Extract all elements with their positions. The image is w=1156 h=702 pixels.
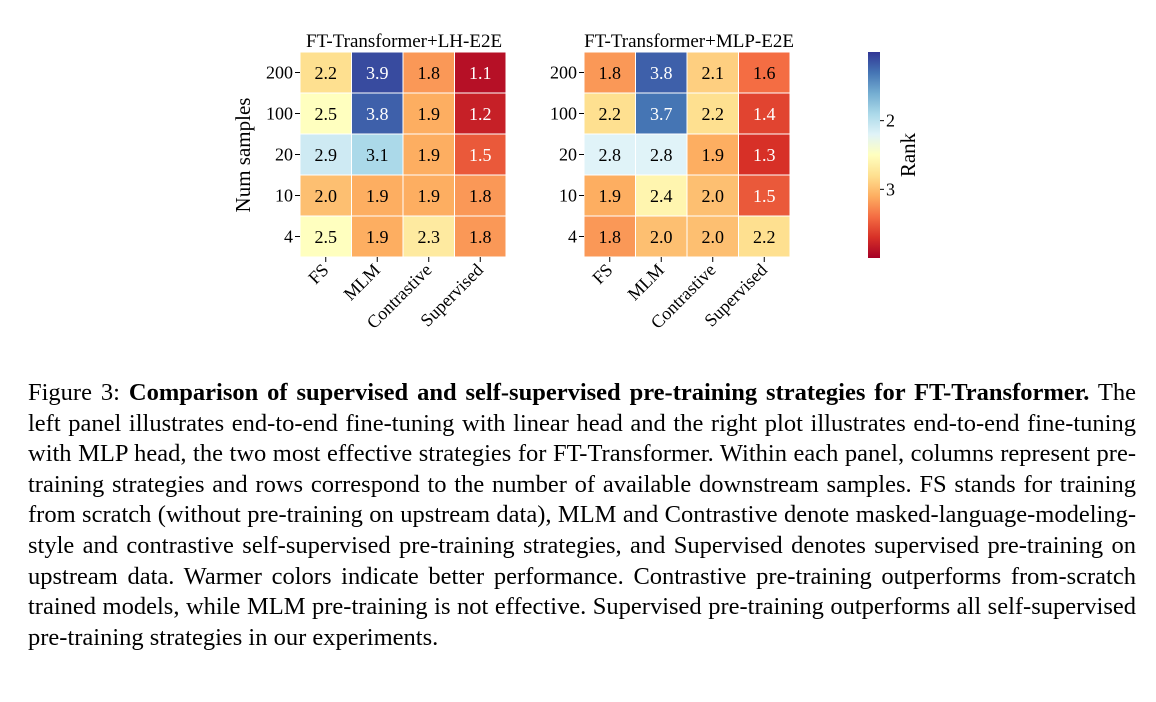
figure-caption: Figure 3: Comparison of supervised and s… <box>28 378 1136 653</box>
right-cell <box>635 215 688 258</box>
left-cell <box>454 133 507 176</box>
right-cell-value: 2.2 <box>599 104 622 124</box>
caption-text: The left panel illustrates end-to-end fi… <box>28 379 1136 651</box>
caption-bold: Comparison of supervised and self-superv… <box>128 379 1090 406</box>
colorbar <box>868 52 880 258</box>
right-cell-value: 3.7 <box>650 104 673 124</box>
colorbar-tick-label: 2 <box>886 111 895 131</box>
right-cell-value: 2.1 <box>702 63 725 83</box>
left-cell-value: 3.9 <box>366 63 389 83</box>
right-cell-value: 1.9 <box>599 186 622 206</box>
left-cell-value: 1.9 <box>418 145 441 165</box>
left-cell <box>402 215 455 258</box>
left-col-label: MLM <box>340 260 385 305</box>
y-axis-label: Num samples <box>231 98 255 213</box>
figure-heatmaps: FT-Transformer+LH-E2E Num samples 2.2 3.9… <box>231 31 920 333</box>
left-cell-value: 1.9 <box>418 186 441 206</box>
caption-prefix: Figure 3: <box>28 379 129 406</box>
right-cell-value: 2.4 <box>650 186 673 206</box>
right-cell-value: 1.5 <box>753 186 776 206</box>
right-cell <box>738 51 791 94</box>
left-cell <box>351 133 404 176</box>
left-cell-value: 3.8 <box>366 104 389 124</box>
right-cell <box>583 51 636 94</box>
left-cell-value: 2.5 <box>315 104 338 124</box>
right-cell <box>738 133 791 176</box>
left-cell <box>351 92 404 135</box>
right-row-label: 20 <box>559 145 577 165</box>
left-cell-value: 3.1 <box>366 145 389 165</box>
left-row-label: 10 <box>275 186 293 206</box>
right-cell-value: 1.9 <box>702 145 725 165</box>
left-row-label: 200 <box>266 63 293 83</box>
right-cell <box>738 215 791 258</box>
left-cell-value: 1.9 <box>366 186 389 206</box>
right-cell-value: 2.8 <box>599 145 622 165</box>
left-cell-value: 1.5 <box>469 145 492 165</box>
right-cell <box>738 92 791 135</box>
right-cell-value: 1.4 <box>753 104 776 124</box>
colorbar-ticks: 23 <box>880 111 895 199</box>
colorbar-label: Rank <box>896 132 920 177</box>
left-cell <box>351 215 404 258</box>
left-cell-value: 1.9 <box>418 104 441 124</box>
left-cell-value: 2.0 <box>315 186 338 206</box>
right-row-label: 100 <box>550 104 577 124</box>
right-cell <box>635 133 688 176</box>
left-cell-value: 2.2 <box>315 63 338 83</box>
left-heatmap-cells: 2.2 3.9 1.8 1.1 2.5 3.8 1.9 1.2 2.9 3.1 1.9 1.5 2.0 1… <box>299 51 507 258</box>
right-col-label: MLM <box>624 260 669 305</box>
left-cell-value: 1.9 <box>366 227 389 247</box>
left-row-label: 20 <box>275 145 293 165</box>
right-row-label: 10 <box>559 186 577 206</box>
right-cell <box>686 92 739 135</box>
right-cell-value: 2.2 <box>753 227 776 247</box>
right-cell <box>738 174 791 217</box>
right-row-label: 200 <box>550 63 577 83</box>
left-panel-title: FT-Transformer+LH-E2E <box>306 31 502 52</box>
right-cell-value: 3.8 <box>650 63 673 83</box>
left-cell <box>299 51 352 94</box>
left-cell-value: 1.8 <box>418 63 441 83</box>
right-cell-value: 1.6 <box>753 63 776 83</box>
left-cell <box>454 215 507 258</box>
left-cell-value: 2.9 <box>315 145 338 165</box>
right-row-label: 4 <box>568 227 577 247</box>
right-cell-value: 2.0 <box>702 186 725 206</box>
left-row-label: 100 <box>266 104 293 124</box>
right-cell <box>635 174 688 217</box>
left-cell-value: 1.1 <box>469 63 492 83</box>
left-row-label: 4 <box>284 227 293 247</box>
left-cell-value: 2.3 <box>418 227 441 247</box>
colorbar-tick-label: 3 <box>886 179 895 199</box>
left-cell <box>351 174 404 217</box>
right-cell <box>583 92 636 135</box>
left-cell-value: 1.8 <box>469 186 492 206</box>
right-col-label: FS <box>588 260 616 288</box>
left-cell-value: 2.5 <box>315 227 338 247</box>
right-cell-value: 2.0 <box>650 227 673 247</box>
right-cell-value: 1.8 <box>599 63 622 83</box>
right-cell-value: 1.8 <box>599 227 622 247</box>
left-cell <box>351 51 404 94</box>
right-cell-value: 2.0 <box>702 227 725 247</box>
left-cell <box>454 92 507 135</box>
left-cell <box>454 174 507 217</box>
right-cell-value: 2.8 <box>650 145 673 165</box>
left-cell-value: 1.8 <box>469 227 492 247</box>
left-col-label: FS <box>304 260 332 288</box>
left-cell <box>454 51 507 94</box>
right-panel-title: FT-Transformer+MLP-E2E <box>584 31 794 52</box>
right-cell-value: 2.2 <box>702 104 725 124</box>
right-cell <box>686 174 739 217</box>
right-cell-value: 1.3 <box>753 145 776 165</box>
right-heatmap-cells: 1.8 3.8 2.1 1.6 2.2 3.7 2.2 1.4 2.8 2.8 1.9 1.3 1.9 2… <box>583 51 791 258</box>
left-cell-value: 1.2 <box>469 104 492 124</box>
